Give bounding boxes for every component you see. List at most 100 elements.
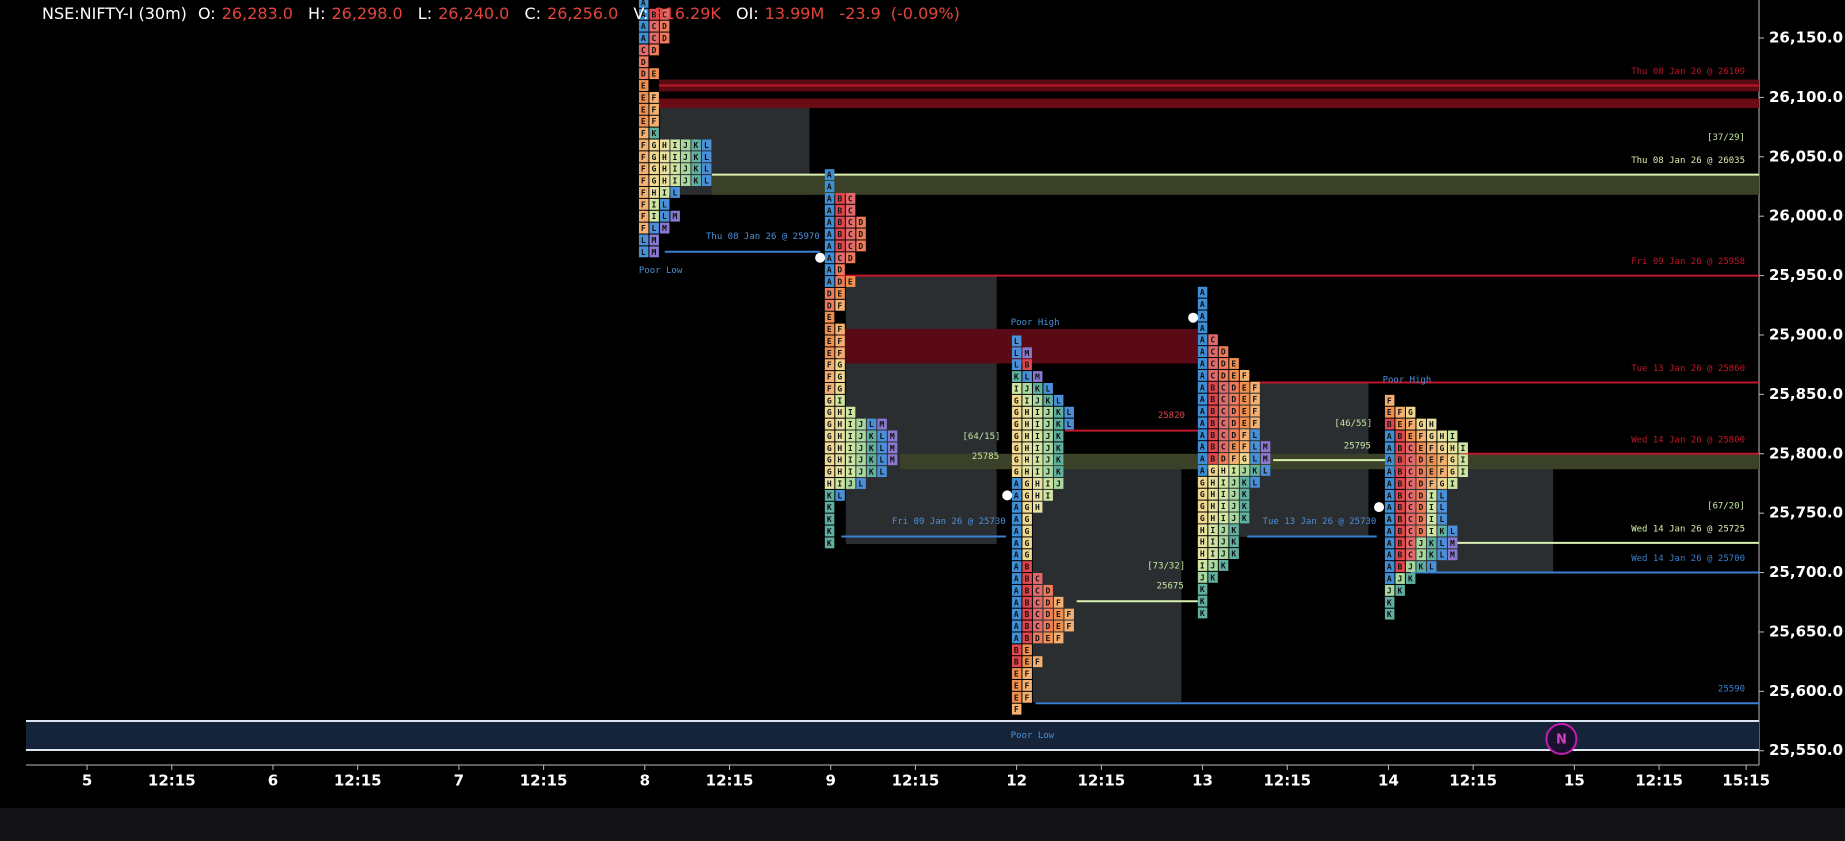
profile-cell bbox=[638, 56, 649, 68]
profile-cell bbox=[1384, 608, 1395, 620]
profile-cell bbox=[1395, 454, 1405, 466]
profile-cell bbox=[835, 478, 845, 489]
profile-cell bbox=[1032, 620, 1043, 632]
profile-row: EF bbox=[827, 337, 848, 346]
profile-row: AGH bbox=[1014, 503, 1046, 512]
profile-cell bbox=[1043, 632, 1053, 644]
profile-cell bbox=[1032, 442, 1043, 454]
x-tick-label: 12 bbox=[1006, 772, 1027, 790]
profile-row: GHIJKLM bbox=[827, 432, 901, 441]
profile-cell bbox=[1458, 454, 1468, 466]
profile-cell bbox=[835, 394, 845, 406]
profile-cell bbox=[670, 175, 680, 186]
profile-cell bbox=[1022, 644, 1032, 656]
profile-row: KL bbox=[827, 491, 848, 500]
profile-cell bbox=[1218, 488, 1229, 500]
profile-cell bbox=[1208, 488, 1218, 500]
profile-row: A bbox=[1200, 312, 1211, 321]
profile-cell bbox=[824, 335, 835, 347]
level-label: Fri 09 Jan 26 @ 25958 bbox=[1631, 257, 1745, 267]
annotation: Poor Low bbox=[639, 266, 683, 276]
profile-cell bbox=[1022, 608, 1032, 620]
annotation: 25785 bbox=[972, 452, 999, 462]
profile-row: HIJL bbox=[827, 479, 869, 488]
profile-row: ABJKL bbox=[1387, 563, 1440, 572]
profile-cell bbox=[1239, 441, 1250, 453]
profile-row: ABCDIL bbox=[1387, 503, 1450, 512]
profile-cell bbox=[1405, 442, 1416, 454]
profile-cell bbox=[824, 489, 835, 501]
value: 13.99M bbox=[764, 4, 825, 23]
profile-row: GHIJK bbox=[1014, 456, 1067, 465]
profile-row: EF bbox=[641, 117, 662, 126]
profile-cell bbox=[1022, 596, 1032, 608]
profile-cell bbox=[638, 80, 649, 91]
profile-cell bbox=[1229, 393, 1239, 405]
profile-cell bbox=[1239, 369, 1250, 381]
profile-cell bbox=[1437, 489, 1447, 501]
profile-cell bbox=[1384, 561, 1395, 573]
profile-cell bbox=[1218, 476, 1229, 488]
profile-cell bbox=[1208, 417, 1218, 429]
profile-cell bbox=[1416, 478, 1426, 489]
profile-cell bbox=[691, 151, 701, 163]
profile-cell bbox=[649, 103, 659, 115]
profile-cell bbox=[835, 371, 845, 382]
profile-row: LM bbox=[641, 248, 662, 257]
profile-cell bbox=[680, 175, 691, 186]
profile-cell bbox=[845, 192, 856, 204]
profile-row: AGHIJKL bbox=[1200, 466, 1274, 475]
profile-cell bbox=[1197, 583, 1208, 595]
profile-cell bbox=[1197, 346, 1208, 358]
profile-cell bbox=[1395, 478, 1405, 489]
profile-cell bbox=[1250, 405, 1260, 417]
profile-cell bbox=[1426, 489, 1437, 501]
profile-row: EF bbox=[827, 325, 848, 334]
zone bbox=[711, 174, 1759, 195]
profile-cell bbox=[1011, 359, 1022, 371]
profile-cell bbox=[1022, 656, 1032, 668]
profile-cell bbox=[1239, 405, 1250, 417]
profile-cell bbox=[1011, 430, 1022, 442]
profile-row: GHIJK bbox=[1200, 490, 1253, 499]
profile-cell bbox=[1011, 406, 1022, 418]
x-tick-label: 12:15 bbox=[1263, 772, 1311, 790]
profile-cell bbox=[1022, 549, 1032, 561]
profile-row: E bbox=[827, 313, 838, 322]
profile-cell bbox=[1405, 501, 1416, 513]
profile-cell bbox=[1250, 381, 1260, 393]
profile-cell bbox=[1022, 383, 1032, 394]
profile-cell bbox=[835, 264, 845, 276]
profile-row: ABCDIKL bbox=[1387, 527, 1461, 536]
profile-cell bbox=[824, 537, 835, 549]
profile-cell bbox=[1011, 632, 1022, 644]
profile-cell bbox=[824, 240, 835, 252]
profile-cell bbox=[1011, 573, 1022, 584]
profile-cell bbox=[1260, 464, 1271, 476]
profile-cell bbox=[1197, 512, 1208, 524]
y-tick-label: 26,150.0 bbox=[1769, 29, 1843, 47]
profile-cell bbox=[845, 454, 856, 466]
profile-cell bbox=[1426, 418, 1437, 430]
profile-cell bbox=[1011, 596, 1022, 608]
profile-cell bbox=[1426, 561, 1437, 573]
profile-cell bbox=[649, 175, 659, 186]
profile-cell bbox=[835, 454, 845, 466]
profile-cell bbox=[659, 210, 670, 222]
profile-cell bbox=[1043, 406, 1053, 418]
profile-cell bbox=[1218, 429, 1229, 441]
x-tick-label: 13 bbox=[1192, 772, 1213, 790]
profile-row: ABCJKLM bbox=[1387, 551, 1461, 560]
profile-cell bbox=[1416, 489, 1426, 501]
marker-label: N bbox=[1556, 733, 1567, 748]
profile-row: ADE bbox=[827, 278, 859, 287]
profile-cell bbox=[1405, 466, 1416, 478]
profile-row: HIJK bbox=[1200, 538, 1242, 547]
profile-cell bbox=[835, 276, 845, 287]
value: 316.29K bbox=[654, 4, 721, 23]
profile-cell bbox=[1011, 418, 1022, 430]
profile-row: JK bbox=[1200, 573, 1221, 582]
profile-cell bbox=[1011, 656, 1022, 668]
profile-cell bbox=[1011, 525, 1022, 537]
profile-cell bbox=[638, 246, 649, 258]
